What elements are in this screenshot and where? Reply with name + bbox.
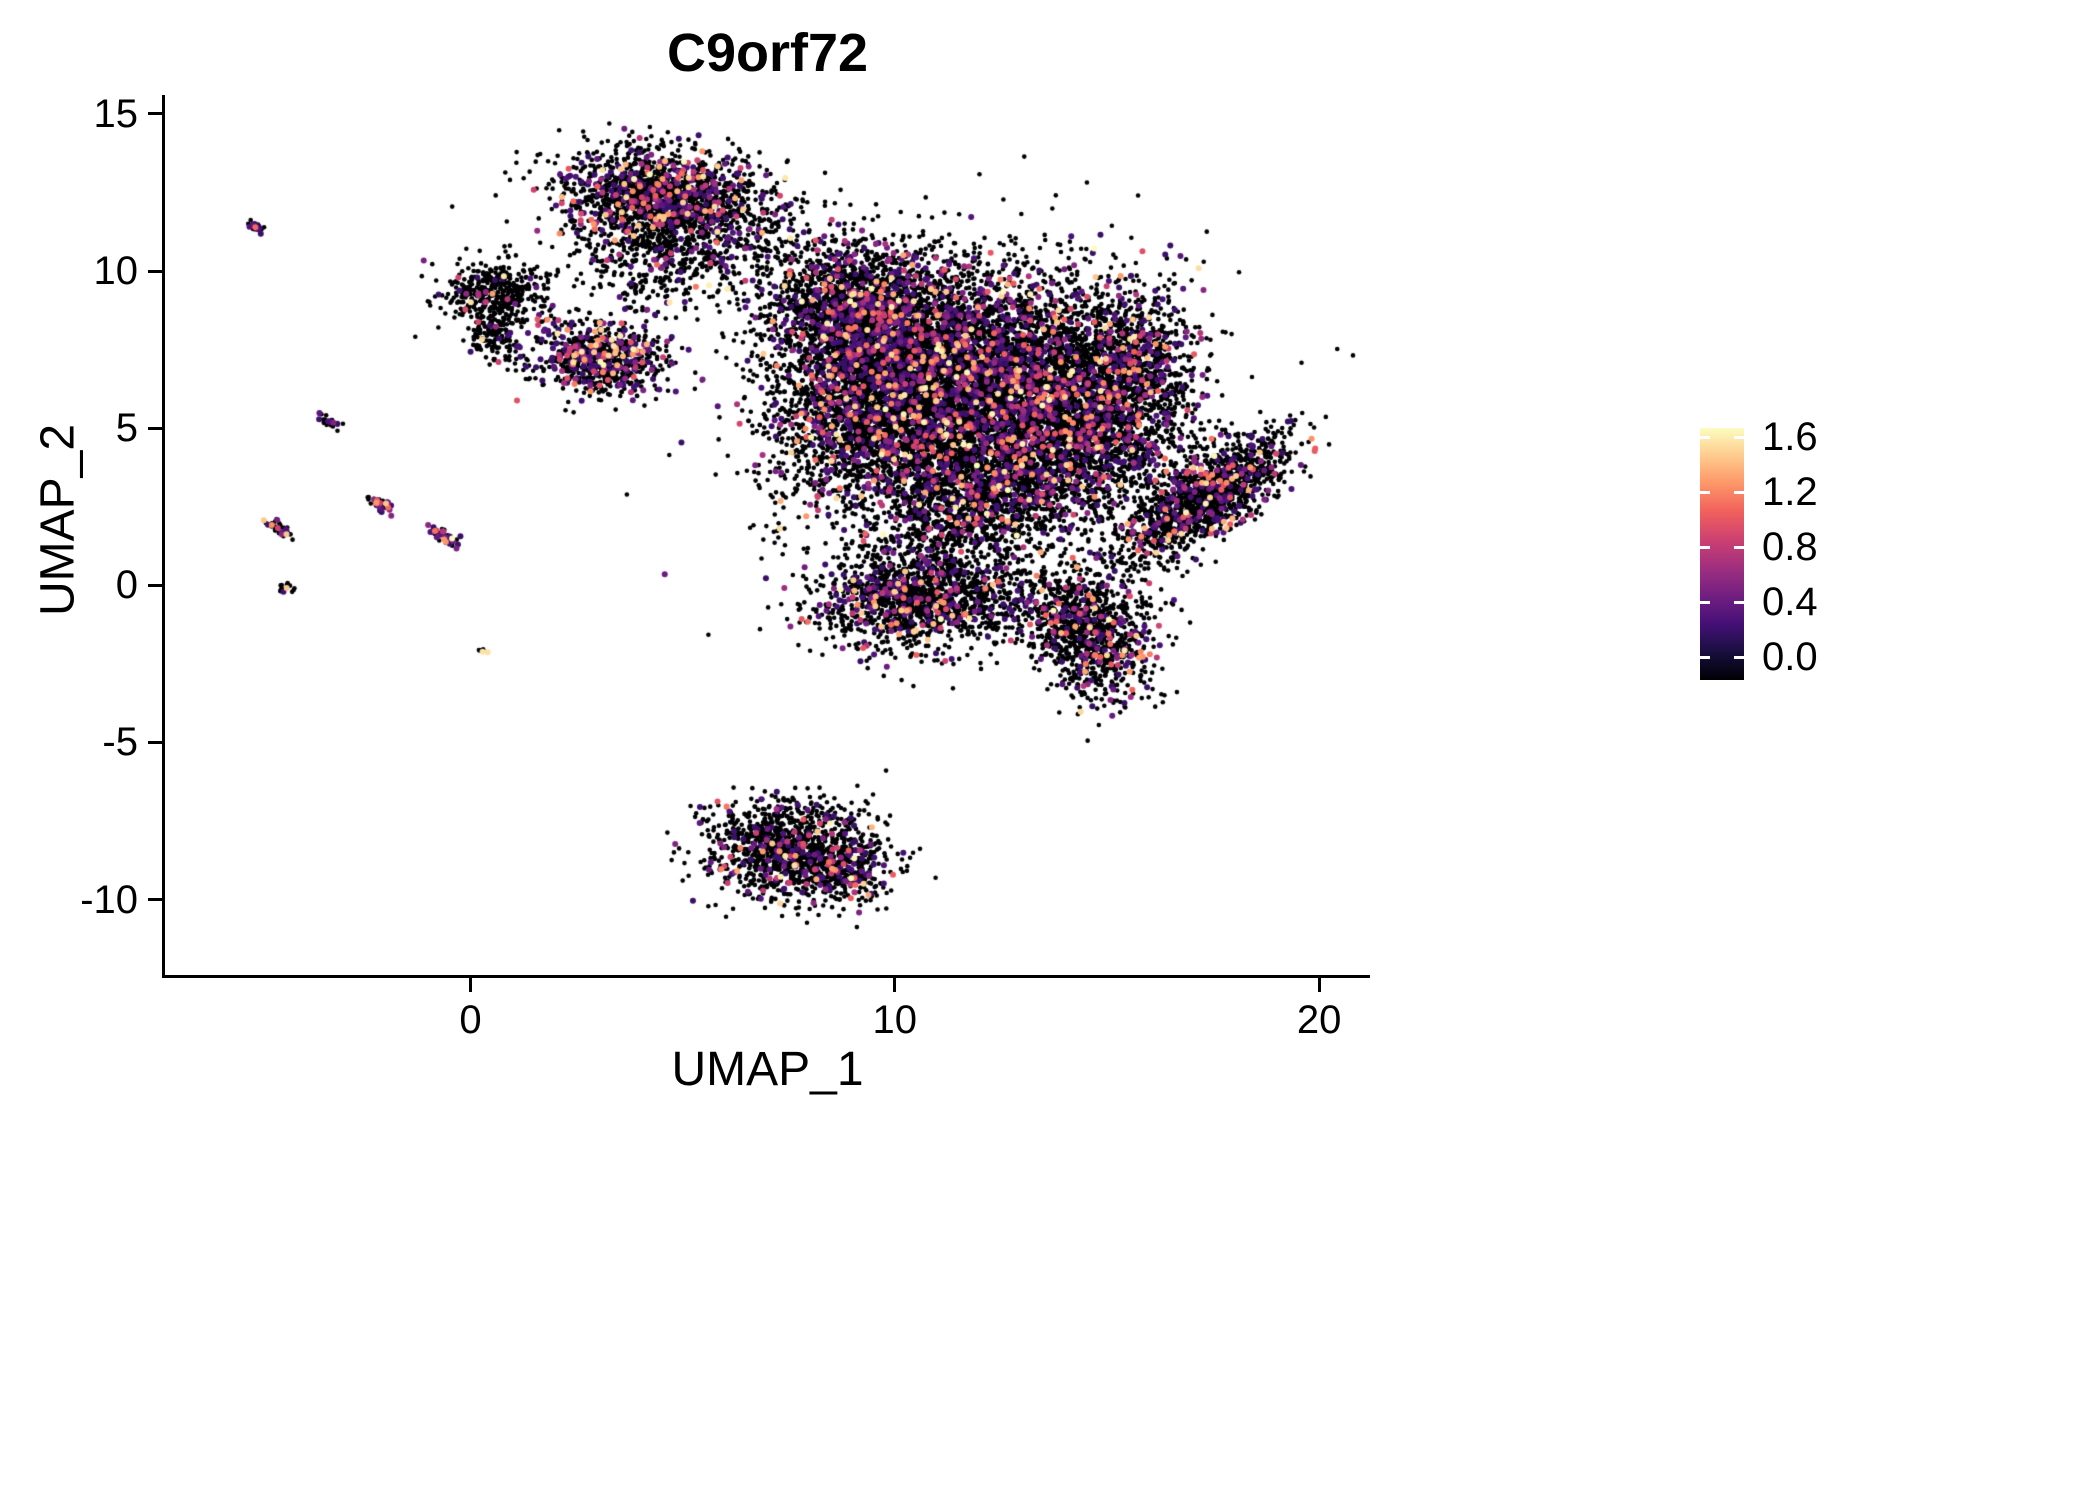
y-tick-label: 5 xyxy=(115,406,138,451)
y-tick-label: 15 xyxy=(93,91,139,136)
colorbar-tick-label: 0.8 xyxy=(1762,525,1818,569)
umap-scatter-canvas xyxy=(165,95,1370,975)
y-tick-mark xyxy=(148,740,162,744)
colorbar-tick-label: 1.6 xyxy=(1762,415,1818,459)
y-tick-label: -5 xyxy=(102,720,138,765)
x-tick-mark xyxy=(468,978,472,992)
colorbar-tick-mark xyxy=(1700,546,1710,549)
x-tick-label: 0 xyxy=(459,998,482,1042)
y-tick-mark xyxy=(148,112,162,116)
colorbar-tick-label: 0.4 xyxy=(1762,580,1818,624)
x-tick-mark xyxy=(893,978,897,992)
colorbar-tick-mark xyxy=(1734,656,1744,659)
y-tick-label: 0 xyxy=(115,563,138,608)
y-tick-label: 10 xyxy=(93,249,139,293)
y-tick-label: -10 xyxy=(80,877,138,922)
colorbar-legend: 1.6 1.2 0.8 0.4 0.0 xyxy=(1700,415,1960,688)
y-axis-label: UMAP_2 xyxy=(31,423,85,617)
y-tick-mark xyxy=(148,269,162,273)
colorbar-tick-mark xyxy=(1700,491,1710,494)
colorbar-tick-mark xyxy=(1734,546,1744,549)
y-tick-mark xyxy=(148,583,162,587)
plot-title: C9orf72 xyxy=(666,23,869,83)
plot-panel xyxy=(162,95,1370,978)
x-axis-label: UMAP_1 xyxy=(671,1043,864,1096)
y-tick-mark xyxy=(148,426,162,430)
colorbar-tick-mark xyxy=(1734,436,1744,439)
colorbar-tick-mark xyxy=(1734,601,1744,604)
colorbar-tick-mark xyxy=(1734,491,1744,494)
colorbar-gradient xyxy=(1700,428,1744,680)
x-tick-label: 10 xyxy=(872,998,918,1042)
colorbar-tick-label: 0.0 xyxy=(1762,635,1818,679)
colorbar-tick-label: 1.2 xyxy=(1762,470,1818,514)
x-tick-mark xyxy=(1317,978,1321,992)
y-tick-mark xyxy=(148,898,162,902)
colorbar-tick-mark xyxy=(1700,601,1710,604)
colorbar-tick-mark xyxy=(1700,436,1710,439)
colorbar-tick-mark xyxy=(1700,656,1710,659)
x-tick-label: 20 xyxy=(1296,998,1342,1042)
